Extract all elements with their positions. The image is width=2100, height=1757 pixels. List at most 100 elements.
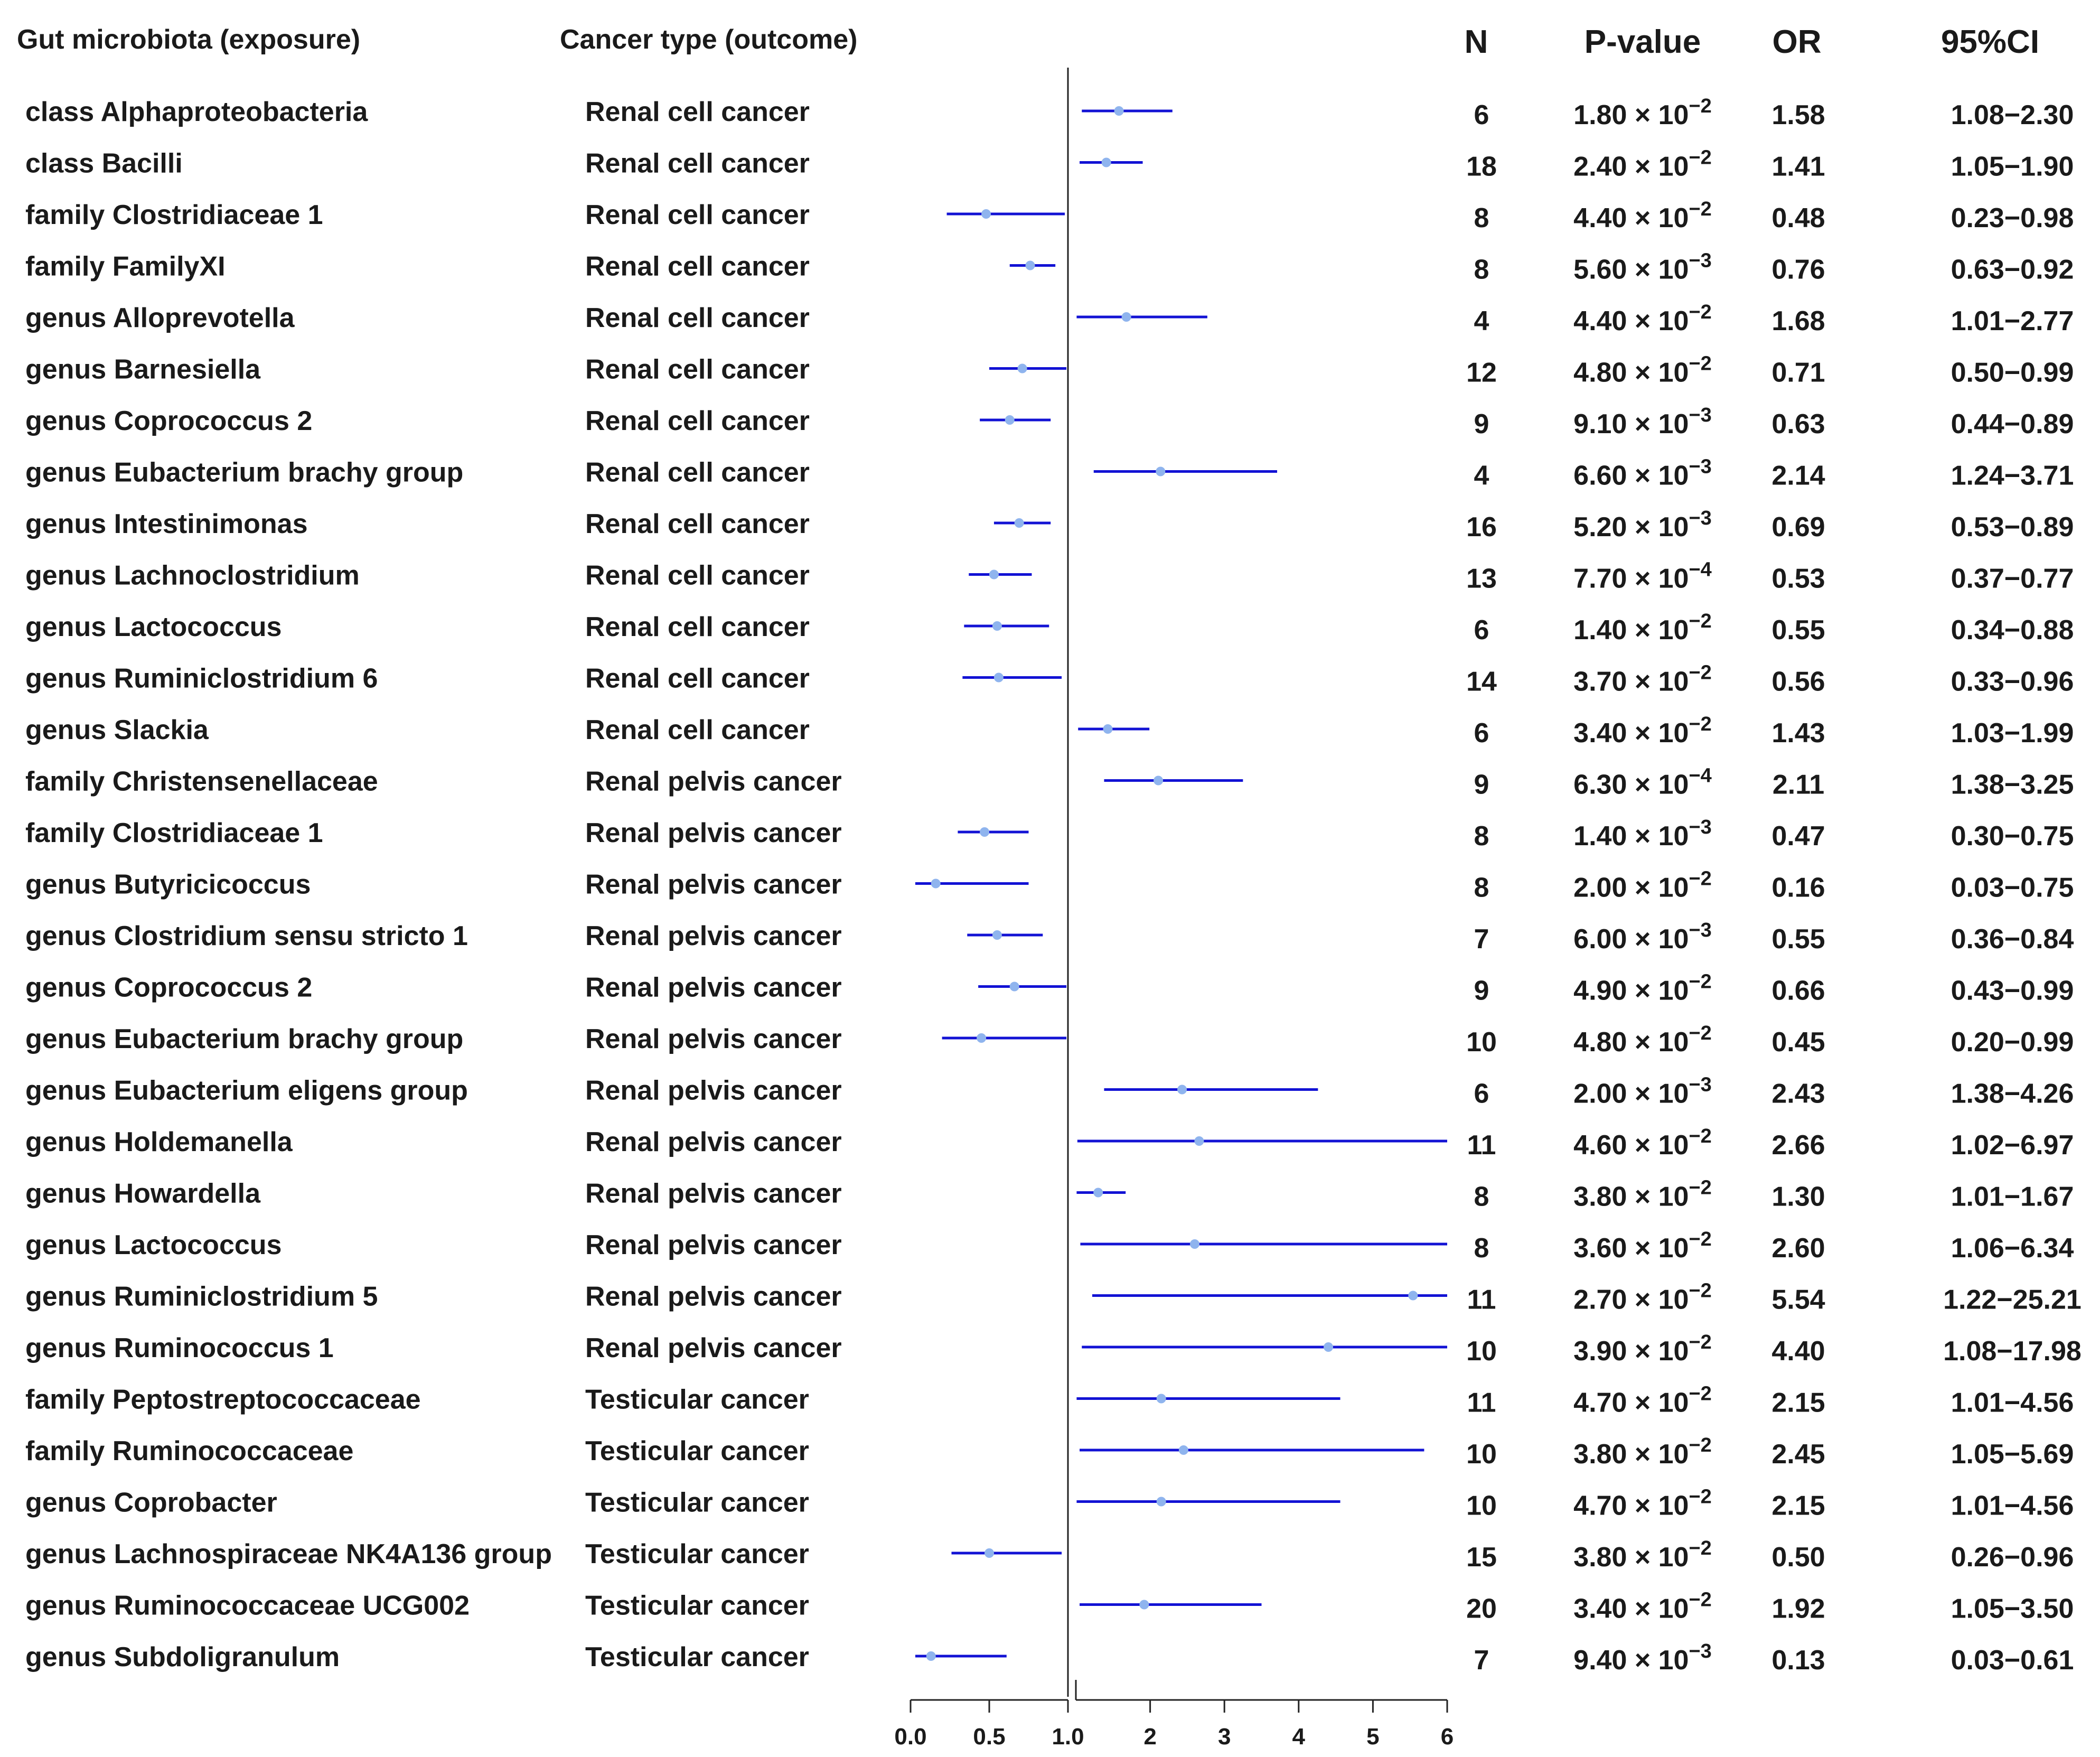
p-value: 2.40 × 10−2 [1573,147,1712,182]
n-value: 4 [1474,306,1489,337]
ci-value: 1.01−4.56 [1951,1491,2074,1521]
n-value: 8 [1474,203,1489,233]
or-value: 2.11 [1773,770,1824,800]
table-row: genus Holdemanella Renal pelvis cancer 11 4… [25,1125,2074,1161]
exposure-label: genus Intestinimonas [25,509,308,539]
outcome-label: Renal pelvis cancer [585,818,842,848]
outcome-label: Renal cell cancer [585,200,810,230]
p-value: 9.10 × 10−3 [1573,404,1712,440]
outcome-label: Renal pelvis cancer [585,870,842,900]
ci-value: 0.03−0.75 [1951,873,2074,903]
exposure-label: family FamilyXI [25,251,226,282]
p-value: 1.80 × 10−2 [1573,95,1712,130]
table-row: class Alphaproteobacteria Renal cell canc… [25,95,2074,130]
n-value: 7 [1474,1645,1489,1676]
p-value: 3.70 × 10−2 [1573,662,1712,697]
p-value: 5.20 × 10−3 [1573,507,1712,543]
or-point [1408,1291,1418,1301]
p-value: 2.00 × 10−2 [1573,868,1712,903]
table-row: family Peptostreptococcaceae Testicular c… [25,1383,2074,1418]
or-value: 0.16 [1771,873,1825,903]
table-row: genus Slackia Renal cell cancer 6 3.40 × 10… [25,713,2074,749]
or-value: 0.47 [1771,821,1825,852]
outcome-label: Renal pelvis cancer [585,921,842,951]
table-row: genus Butyricicoccus Renal pelvis cancer 8… [25,868,2074,903]
or-point [1324,1342,1334,1352]
exposure-label: genus Eubacterium brachy group [25,457,463,488]
x-axis: 0.0 0.5 1.0 2 3 4 5 6 [894,1680,1454,1750]
exposure-label: genus Coprobacter [25,1488,277,1518]
n-value: 11 [1467,1388,1496,1418]
or-point [1177,1085,1187,1095]
axis-tick-label: 5 [1366,1724,1379,1750]
axis-tick-label: 3 [1218,1724,1231,1750]
or-point [1103,724,1113,734]
ci-value: 0.33−0.96 [1951,667,2074,697]
table-row: genus Eubacterium brachy group Renal pelv… [25,1022,2074,1058]
exposure-label: genus Coprococcus 2 [25,406,312,436]
exposure-label: genus Lactococcus [25,612,282,642]
outcome-label: Renal cell cancer [585,97,810,127]
table-row: family Clostridiaceae 1 Renal cell cancer… [25,198,2074,233]
table-row: genus Howardella Renal pelvis cancer 8 3.80… [25,1177,2074,1212]
exposure-label: genus Slackia [25,715,209,745]
exposure-label: family Christensenellaceae [25,767,378,797]
ci-value: 1.08−2.30 [1951,100,2074,130]
p-value: 2.00 × 10−3 [1573,1074,1712,1109]
outcome-label: Testicular cancer [585,1385,809,1415]
or-value: 0.53 [1771,564,1825,594]
n-value: 6 [1474,100,1489,130]
or-value: 0.50 [1771,1542,1825,1573]
outcome-label: Renal cell cancer [585,251,810,282]
exposure-label: genus Ruminiclostridium 5 [25,1282,378,1312]
or-value: 0.55 [1771,615,1825,646]
n-value: 8 [1474,255,1489,285]
n-value: 10 [1466,1439,1497,1470]
n-value: 10 [1466,1336,1497,1367]
p-value: 6.60 × 10−3 [1573,456,1712,491]
table-row: genus Coprococcus 2 Renal pelvis cancer 9 4… [25,971,2074,1006]
exposure-label: genus Subdoligranulum [25,1642,340,1672]
ci-value: 1.38−3.25 [1951,770,2074,800]
or-value: 1.41 [1771,152,1825,182]
outcome-label: Renal pelvis cancer [585,1282,842,1312]
ci-value: 1.24−3.71 [1951,461,2074,491]
or-value: 0.45 [1771,1027,1825,1058]
p-value: 3.90 × 10−2 [1573,1331,1712,1367]
or-point [926,1651,936,1661]
outcome-label: Renal pelvis cancer [585,1179,842,1209]
p-value: 4.80 × 10−2 [1573,1022,1712,1058]
n-value: 16 [1466,512,1497,543]
axis-tick-label: 6 [1441,1724,1454,1750]
or-value: 4.40 [1771,1336,1825,1367]
p-value: 4.90 × 10−2 [1573,971,1712,1006]
ci-value: 1.03−1.99 [1951,718,2074,749]
exposure-label: genus Ruminococcus 1 [25,1333,334,1363]
exposure-label: genus Coprococcus 2 [25,973,312,1003]
p-value: 9.40 × 10−3 [1573,1640,1712,1676]
n-value: 9 [1474,770,1489,800]
outcome-label: Renal pelvis cancer [585,1024,842,1054]
p-value: 4.40 × 10−2 [1573,301,1712,337]
p-value: 1.40 × 10−3 [1573,816,1712,852]
ci-value: 0.53−0.89 [1951,512,2074,543]
ci-value: 1.06−6.34 [1951,1233,2074,1264]
p-value: 3.80 × 10−2 [1573,1537,1712,1573]
p-value: 2.70 × 10−2 [1573,1280,1712,1315]
p-value: 5.60 × 10−3 [1573,250,1712,285]
plot-area [915,68,1447,1697]
or-value: 0.56 [1771,667,1825,697]
or-value: 0.69 [1771,512,1825,543]
ci-value: 0.50−0.99 [1951,358,2074,388]
n-value: 8 [1474,873,1489,903]
or-point [1178,1445,1188,1455]
exposure-label: genus Alloprevotella [25,303,295,333]
table-row: genus Lactococcus Renal pelvis cancer 8 3.6… [25,1228,2074,1264]
ci-value: 1.05−5.69 [1951,1439,2074,1470]
table-row: class Bacilli Renal cell cancer 18 2.40 × 1… [25,147,2074,182]
or-point [1121,312,1131,322]
or-point [1014,518,1024,528]
or-point [981,209,991,219]
table-row: genus Clostridium sensu stricto 1 Renal p… [25,919,2074,955]
table-row: genus Eubacterium brachy group Renal cell… [25,456,2074,491]
